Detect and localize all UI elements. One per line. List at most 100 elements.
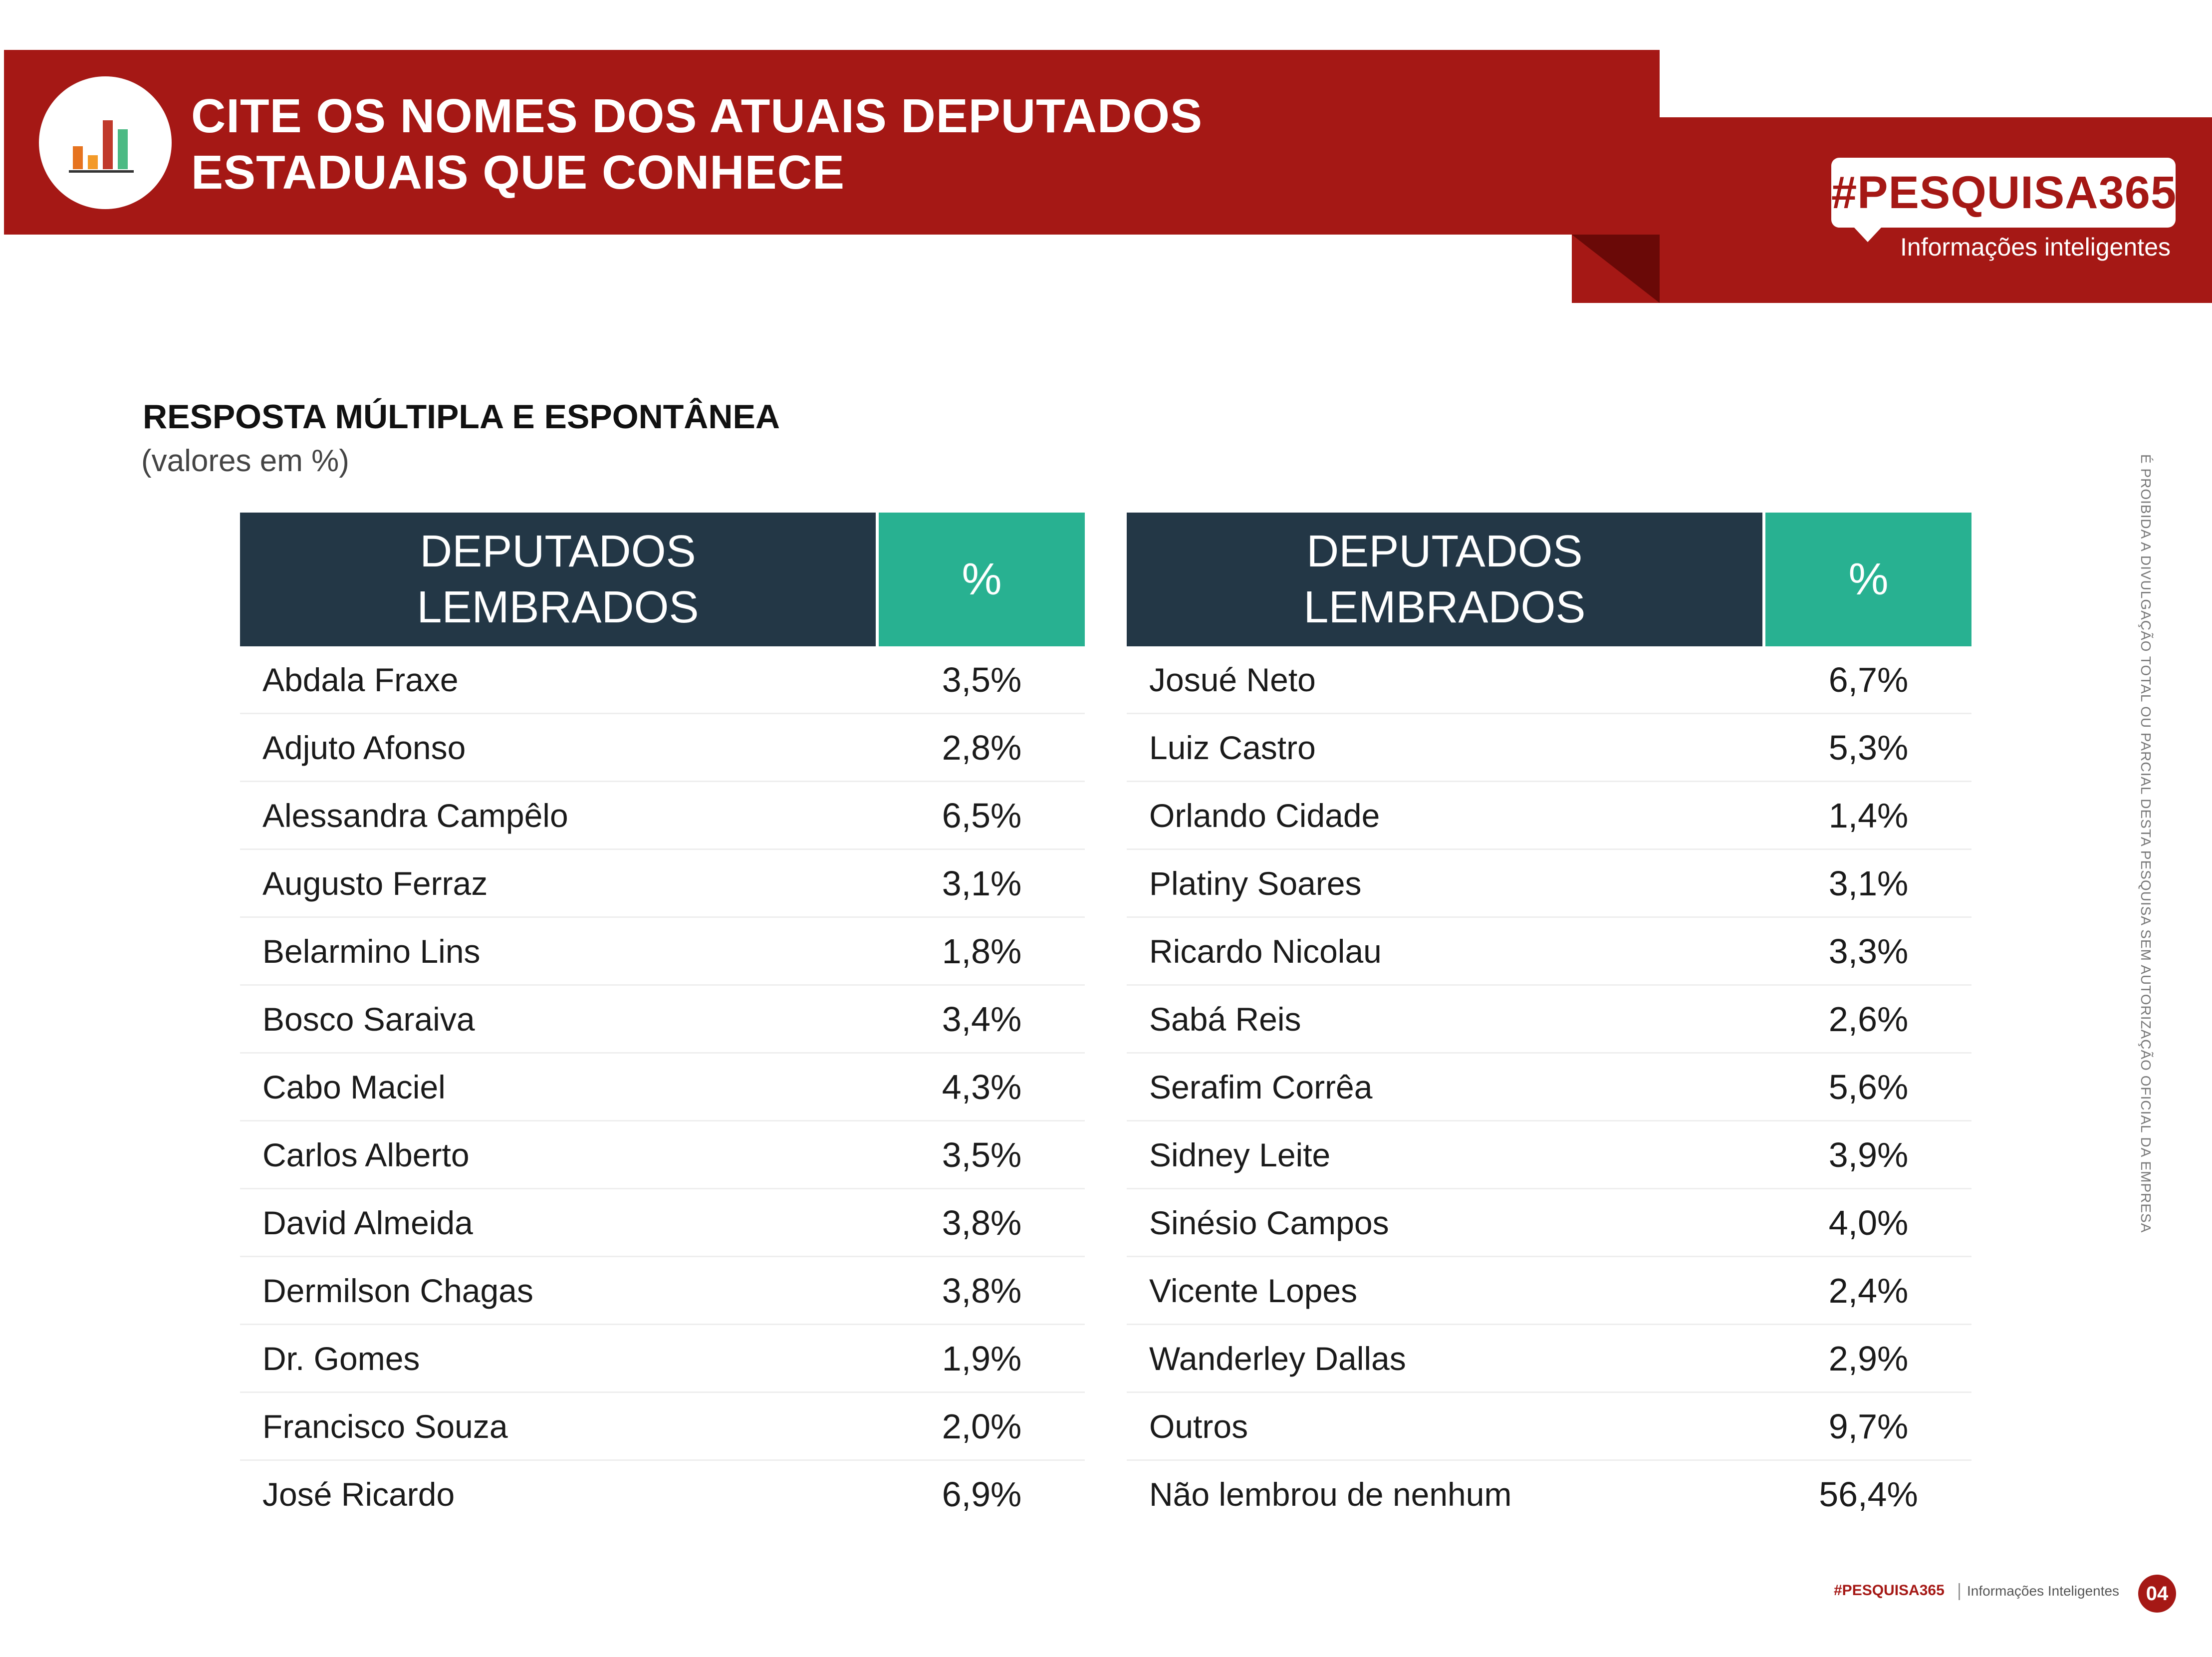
deputy-percentage: 1,8% — [942, 931, 1022, 971]
footer-divider — [1959, 1583, 1960, 1600]
deputy-percentage: 56,4% — [1819, 1474, 1918, 1514]
deputy-name: Orlando Cidade — [1149, 797, 1380, 834]
table-row: Abdala Fraxe 3,5% — [240, 646, 1085, 714]
deputy-name: Sidney Leite — [1149, 1136, 1331, 1173]
deputy-name: Carlos Alberto — [262, 1136, 470, 1173]
table-row: Outros 9,7% — [1127, 1393, 1971, 1461]
deputy-name: Sinésio Campos — [1149, 1204, 1389, 1241]
page-title-line1: CITE OS NOMES DOS ATUAIS DEPUTADOS — [191, 89, 1203, 143]
column-header-name-line1: DEPUTADOS — [1306, 527, 1583, 576]
logo-badge — [39, 76, 172, 209]
deputy-name: Josué Neto — [1149, 661, 1316, 698]
deputy-percentage: 3,8% — [942, 1203, 1022, 1242]
table-header: DEPUTADOS LEMBRADOS % — [240, 513, 1085, 646]
banner-fold — [1572, 235, 1660, 303]
table-row: Orlando Cidade 1,4% — [1127, 782, 1971, 850]
page-title: CITE OS NOMES DOS ATUAIS DEPUTADOS ESTAD… — [191, 88, 1538, 201]
table-row: Bosco Saraiva 3,4% — [240, 986, 1085, 1054]
deputy-name: Dr. Gomes — [262, 1340, 420, 1377]
brand-bubble — [1831, 158, 2176, 228]
deputy-name: Augusto Ferraz — [262, 864, 488, 902]
deputy-percentage: 5,6% — [1828, 1067, 1909, 1106]
table-row: Francisco Souza 2,0% — [240, 1393, 1085, 1461]
table-row: Cabo Maciel 4,3% — [240, 1054, 1085, 1121]
deputy-percentage: 6,5% — [942, 796, 1022, 835]
deputy-name: Platiny Soares — [1149, 864, 1362, 902]
table-row: Adjuto Afonso 2,8% — [240, 714, 1085, 782]
deputy-percentage: 2,4% — [1828, 1271, 1909, 1310]
deputy-percentage: 3,5% — [942, 660, 1022, 699]
deputy-percentage: 3,1% — [1828, 863, 1909, 903]
table-row: Não lembrou de nenhum 56,4% — [1127, 1461, 1971, 1527]
deputy-percentage: 1,4% — [1828, 796, 1909, 835]
deputy-name: Ricardo Nicolau — [1149, 932, 1382, 970]
deputy-name: Sabá Reis — [1149, 1000, 1301, 1038]
table-row: Luiz Castro 5,3% — [1127, 714, 1971, 782]
deputy-percentage: 1,9% — [942, 1339, 1022, 1378]
table-row: Dermilson Chagas 3,8% — [240, 1257, 1085, 1325]
deputy-name: Cabo Maciel — [262, 1068, 446, 1105]
deputy-name: Luiz Castro — [1149, 729, 1316, 766]
deputy-name: José Ricardo — [262, 1475, 455, 1513]
table-row: Vicente Lopes 2,4% — [1127, 1257, 1971, 1325]
deputy-percentage: 3,5% — [942, 1135, 1022, 1174]
deputy-name: Francisco Souza — [262, 1407, 508, 1445]
legal-side-note: É PROIBIDA A DIVULGAÇÃO TOTAL OU PARCIAL… — [2138, 454, 2154, 1233]
page-title-line2: ESTADUAIS QUE CONHECE — [191, 146, 845, 199]
section-title: RESPOSTA MÚLTIPLA E ESPONTÂNEA — [143, 398, 780, 436]
table-row: Alessandra Campêlo 6,5% — [240, 782, 1085, 850]
deputy-percentage: 2,8% — [942, 728, 1022, 767]
table-row: Dr. Gomes 1,9% — [240, 1325, 1085, 1393]
deputy-percentage: 2,0% — [942, 1406, 1022, 1446]
footer-tagline: Informações Inteligentes — [1967, 1583, 2120, 1599]
table-row: Serafim Corrêa 5,6% — [1127, 1054, 1971, 1121]
deputy-percentage: 3,8% — [942, 1271, 1022, 1310]
deputy-name: Adjuto Afonso — [262, 729, 466, 766]
bar-chart-icon — [69, 120, 134, 173]
column-header-name-line2: LEMBRADOS — [417, 582, 699, 632]
table-row: David Almeida 3,8% — [240, 1189, 1085, 1257]
deputy-name: Não lembrou de nenhum — [1149, 1475, 1512, 1513]
header-banner — [4, 50, 1660, 235]
deputy-percentage: 6,9% — [942, 1474, 1022, 1514]
table-body: Josué Neto 6,7% Luiz Castro 5,3% Orlando Cid… — [1127, 646, 1971, 1527]
deputy-name: Dermilson Chagas — [262, 1272, 533, 1309]
deputy-percentage: 6,7% — [1828, 660, 1909, 699]
deputy-percentage: 3,3% — [1828, 931, 1909, 971]
column-header-pct: % — [879, 513, 1085, 646]
deputy-name: Alessandra Campêlo — [262, 797, 568, 834]
deputy-name: Serafim Corrêa — [1149, 1068, 1373, 1105]
column-header-name: DEPUTADOS LEMBRADOS — [240, 513, 876, 646]
deputy-percentage: 2,9% — [1828, 1339, 1909, 1378]
deputy-percentage: 4,0% — [1828, 1203, 1909, 1242]
table-row: José Ricardo 6,9% — [240, 1461, 1085, 1527]
brand-tagline: Informações inteligentes — [1900, 233, 2171, 261]
table-row: Platiny Soares 3,1% — [1127, 850, 1971, 918]
column-header-pct: % — [1765, 513, 1971, 646]
column-header-name-line1: DEPUTADOS — [420, 527, 696, 576]
table-body: Abdala Fraxe 3,5% Adjuto Afonso 2,8% Alessan… — [240, 646, 1085, 1527]
deputy-name: Outros — [1149, 1407, 1248, 1445]
column-header-name: DEPUTADOS LEMBRADOS — [1127, 513, 1762, 646]
deputy-name: Vicente Lopes — [1149, 1272, 1358, 1309]
deputy-name: Bosco Saraiva — [262, 1000, 475, 1038]
footer-brand: #PESQUISA365 — [1834, 1582, 1945, 1599]
table-header: DEPUTADOS LEMBRADOS % — [1127, 513, 1971, 646]
deputy-percentage: 2,6% — [1828, 999, 1909, 1039]
section-subtitle: (valores em %) — [141, 444, 349, 478]
brand-name: #PESQUISA365 — [1831, 167, 2177, 218]
deputy-percentage: 5,3% — [1828, 728, 1909, 767]
deputy-name: David Almeida — [262, 1204, 473, 1241]
page-number: 04 — [2138, 1575, 2176, 1613]
deputy-percentage: 3,9% — [1828, 1135, 1909, 1174]
deputy-percentage: 9,7% — [1828, 1406, 1909, 1446]
deputy-percentage: 3,1% — [942, 863, 1022, 903]
table-row: Sabá Reis 2,6% — [1127, 986, 1971, 1054]
table-row: Sidney Leite 3,9% — [1127, 1121, 1971, 1189]
table-row: Belarmino Lins 1,8% — [240, 918, 1085, 986]
table-row: Josué Neto 6,7% — [1127, 646, 1971, 714]
table-row: Carlos Alberto 3,5% — [240, 1121, 1085, 1189]
deputy-name: Wanderley Dallas — [1149, 1340, 1406, 1377]
table-row: Ricardo Nicolau 3,3% — [1127, 918, 1971, 986]
brand-bubble-pointer — [1854, 227, 1882, 242]
